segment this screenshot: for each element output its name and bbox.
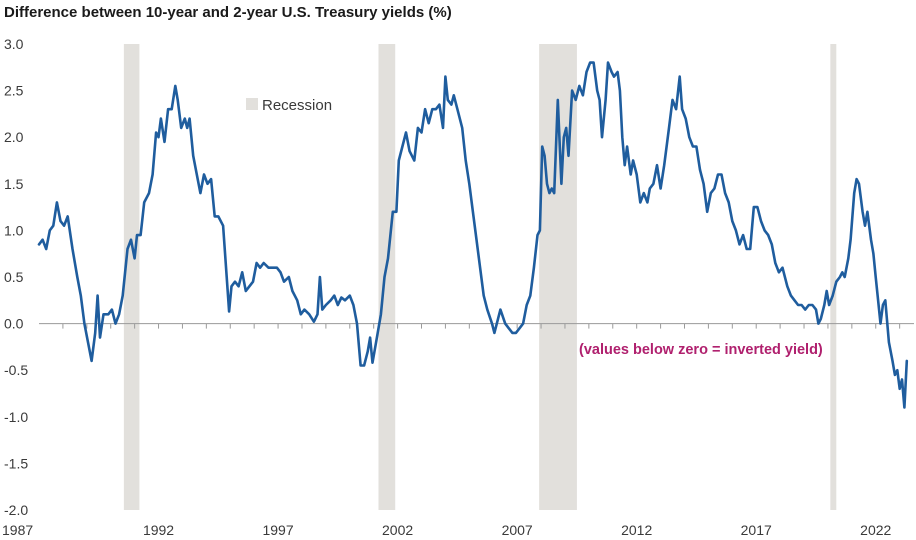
legend-label-recession: Recession — [262, 97, 332, 114]
y-tick-label: 3.0 — [4, 36, 24, 52]
inverted-yield-annotation: (values below zero = inverted yield) — [579, 342, 823, 358]
y-tick-label: 1.5 — [4, 176, 24, 192]
x-tick-label: 1992 — [143, 522, 174, 538]
y-tick-label: -0.5 — [4, 362, 28, 378]
chart-title: Difference between 10-year and 2-year U.… — [4, 4, 452, 21]
y-tick-label: -1.5 — [4, 455, 28, 471]
x-tick-label: 1997 — [262, 522, 293, 538]
recession-band-1 — [123, 44, 140, 510]
recession-band-4 — [830, 44, 837, 510]
x-tick-label: 2017 — [741, 522, 772, 538]
y-tick-label: 2.0 — [4, 129, 24, 145]
x-tick-label: 2022 — [860, 522, 891, 538]
y-tick-label: 1.0 — [4, 222, 24, 238]
legend: Recession — [246, 97, 332, 114]
y-tick-label: 0.0 — [4, 316, 24, 332]
x-tick-label: 2002 — [382, 522, 413, 538]
y-tick-label: -1.0 — [4, 409, 28, 425]
x-tick-label: 1987 — [2, 522, 33, 538]
y-axis-tick-labels: 3.0 2.5 2.0 1.5 1.0 0.5 0.0 -0.5 -1.0 -1.5 -2.0 — [4, 36, 28, 518]
x-axis-tick-labels: 1987 1992 1997 2002 2007 2012 2017 2022 — [2, 522, 892, 538]
y-tick-label: 0.5 — [4, 269, 24, 285]
recession-band-2 — [378, 44, 396, 510]
yield-spread-line — [37, 61, 909, 409]
y-tick-label: 2.5 — [4, 83, 24, 99]
x-tick-label: 2012 — [621, 522, 652, 538]
y-tick-label: -2.0 — [4, 502, 28, 518]
x-axis-tick-marks — [62, 323, 901, 329]
legend-swatch-recession — [246, 98, 258, 110]
x-tick-label: 2007 — [502, 522, 533, 538]
